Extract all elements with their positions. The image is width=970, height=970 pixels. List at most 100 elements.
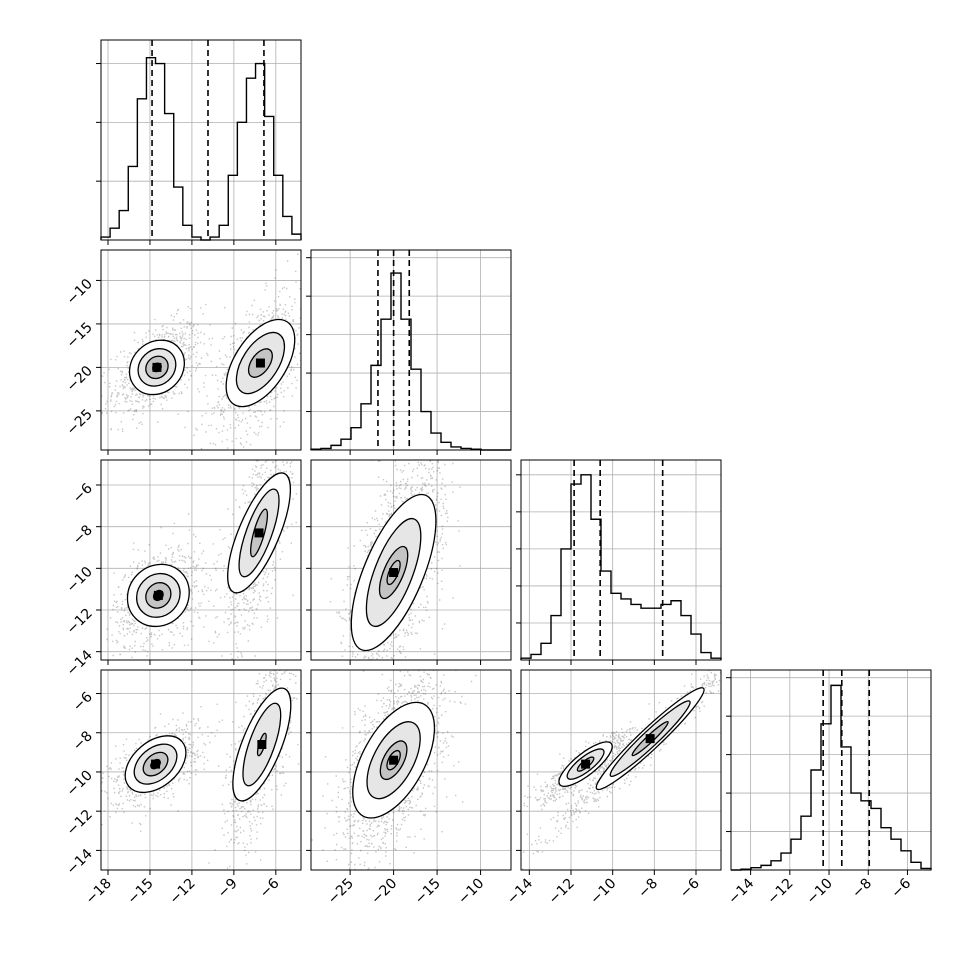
histogram-bin — [871, 808, 881, 870]
panel-plot-area — [101, 253, 301, 450]
x-tick-label: −9 — [215, 876, 241, 902]
histogram-bin — [292, 234, 301, 240]
y-tick-label: −14 — [64, 846, 96, 878]
histogram-bin — [283, 216, 292, 240]
x-tick-label: −8 — [849, 876, 875, 902]
histogram-bin — [119, 211, 128, 240]
density-peak — [257, 740, 267, 750]
histogram-bin — [228, 175, 237, 240]
x-tick-label: −14 — [504, 875, 536, 907]
histogram-panel-3: −14 −12 −10 −8 −6 — [725, 669, 932, 908]
x-tick-label: −12 — [764, 876, 796, 908]
panel-plot-area — [521, 670, 721, 870]
pair-frame — [310, 669, 512, 871]
x-tick-label: −6 — [257, 875, 283, 901]
histogram-step-line — [520, 474, 722, 660]
histogram-bin — [351, 428, 361, 450]
x-tick-label: −15 — [412, 876, 444, 908]
histogram-step-line — [731, 684, 932, 871]
histogram-bin — [411, 369, 421, 450]
histogram-frame — [310, 249, 512, 451]
y-tick-label: −10 — [64, 767, 96, 799]
histogram-bin — [128, 166, 137, 240]
histogram-bin — [371, 365, 381, 450]
histogram-bin — [641, 608, 651, 660]
histogram-bin — [441, 442, 451, 450]
histogram-bin — [891, 839, 901, 870]
x-tick-label: −14 — [725, 875, 757, 907]
scatter-points — [101, 670, 301, 869]
y-tick-label: −10 — [64, 276, 96, 308]
histogram-bin — [831, 685, 841, 870]
pair-panel-0-2: −14 −12 −10 −8 −6 — [64, 459, 302, 679]
x-tick-label: −20 — [368, 876, 400, 908]
histogram-bin — [265, 116, 274, 240]
pair-panel-1-3: −25 −20 −15 −10 — [306, 669, 512, 908]
histogram-bin — [581, 475, 591, 660]
histogram-step-line — [310, 272, 511, 451]
histogram-bin — [631, 604, 641, 660]
x-tick-label: −6 — [677, 875, 703, 901]
histogram-step-line — [100, 56, 302, 241]
histogram-frame — [730, 669, 932, 871]
histogram-bin — [110, 228, 119, 240]
pair-panel-0-3: −18 −15 −12 −9 −6 −14 −12 −10 −8 −6 — [64, 669, 302, 908]
histogram-bin — [771, 861, 781, 870]
x-tick-label: −10 — [804, 876, 836, 908]
histogram-bin — [391, 273, 401, 450]
density-peak — [153, 590, 163, 600]
pair-panel-1-2 — [306, 459, 512, 665]
pair-frame — [520, 669, 722, 871]
y-tick-label: −6 — [70, 480, 96, 506]
y-tick-label: −8 — [70, 522, 96, 548]
panel-plot-area — [329, 460, 461, 660]
x-tick-label: −6 — [888, 875, 914, 901]
histogram-bin — [621, 599, 631, 660]
histogram-bin — [541, 643, 551, 660]
histogram-panel-0 — [96, 39, 302, 245]
x-tick-label: −15 — [125, 876, 157, 908]
histogram-bin — [651, 608, 661, 660]
x-tick-label: −18 — [83, 876, 115, 908]
panel-plot-area — [101, 670, 301, 869]
y-tick-label: −25 — [64, 406, 96, 438]
x-tick-label: −8 — [635, 876, 661, 902]
x-tick-label: −12 — [546, 876, 578, 908]
histogram-bin — [137, 99, 146, 240]
histogram-bin — [246, 78, 255, 240]
histogram-frame — [520, 459, 722, 661]
histogram-bin — [791, 839, 801, 870]
histogram-panel-2 — [516, 459, 722, 665]
density-peak — [152, 362, 162, 372]
histogram-bin — [165, 114, 174, 240]
y-tick-label: −14 — [64, 647, 96, 679]
histogram-bin — [156, 64, 165, 240]
histogram-bin — [531, 654, 541, 660]
histogram-bin — [561, 549, 571, 660]
histogram-bin — [601, 571, 611, 660]
histogram-bin — [274, 175, 283, 240]
x-tick-label: −25 — [325, 876, 357, 908]
histogram-bin — [811, 770, 821, 870]
density-peak — [581, 759, 591, 769]
y-tick-label: −15 — [64, 319, 96, 351]
y-tick-label: −20 — [64, 363, 96, 395]
histogram-bin — [911, 862, 921, 870]
pair-panel-0-1: −25 −20 −15 −10 — [64, 249, 302, 455]
x-tick-label: −12 — [167, 876, 199, 908]
y-tick-label: −10 — [64, 564, 96, 596]
histogram-bin — [801, 816, 811, 870]
histogram-bin — [431, 433, 441, 450]
histogram-bin — [361, 404, 371, 450]
x-tick-label: −10 — [455, 876, 487, 908]
histogram-bin — [681, 616, 691, 660]
histogram-bin — [183, 225, 192, 240]
panel-plot-area — [106, 460, 298, 660]
pair-frame — [100, 249, 302, 451]
y-tick-label: −12 — [64, 807, 96, 839]
histogram-bin — [881, 828, 891, 870]
histogram-bin — [901, 851, 911, 870]
histogram-frame — [100, 39, 302, 241]
histogram-bin — [381, 319, 391, 450]
density-peak — [254, 528, 264, 538]
